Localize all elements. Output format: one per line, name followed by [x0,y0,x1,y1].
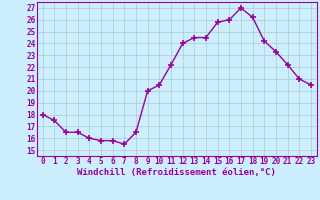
X-axis label: Windchill (Refroidissement éolien,°C): Windchill (Refroidissement éolien,°C) [77,168,276,177]
